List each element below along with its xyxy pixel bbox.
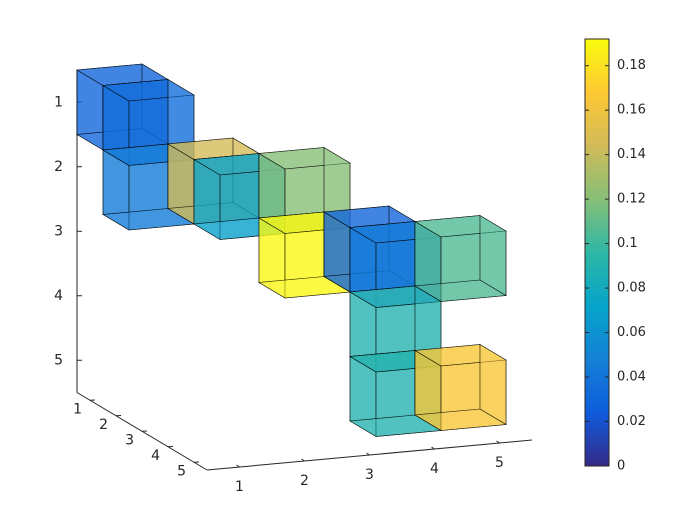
x-tick-label: 3 [365, 467, 374, 483]
y-tick-label: 1 [54, 94, 63, 110]
x-tick-label: 1 [235, 479, 244, 495]
cube [414, 343, 507, 432]
x-tick [366, 452, 370, 456]
y-tick-label: 5 [54, 352, 63, 368]
y-tick-label: 4 [54, 288, 63, 304]
x-tick [496, 440, 500, 444]
colorbar-tick-label: 0.06 [617, 325, 646, 340]
colorbar [584, 38, 610, 467]
colorbar-tick-label: 0.16 [617, 103, 646, 118]
y-tick-label: 3 [54, 223, 63, 239]
colorbar-tick-label: 0.04 [617, 370, 646, 385]
z-tick-label: 4 [151, 448, 160, 464]
z-tick-label: 5 [177, 463, 186, 479]
x-tick [301, 458, 305, 462]
z-tick-label: 1 [73, 401, 82, 417]
colorbar-tick-label: 0 [617, 459, 625, 474]
z-tick-label: 3 [125, 432, 134, 448]
z-tick-label: 2 [99, 417, 108, 433]
colorbar-tick-label: 0.14 [617, 147, 646, 162]
colorbar-tick-label: 0.1 [617, 236, 638, 251]
x-tick-label: 5 [495, 455, 504, 471]
x-tick-label: 2 [300, 473, 309, 489]
x-tick-label: 4 [430, 461, 439, 477]
cube [414, 214, 507, 303]
x-tick [431, 446, 435, 450]
colorbar-tick-label: 0.18 [617, 58, 646, 73]
cube-face [479, 214, 507, 297]
x-tick [236, 464, 240, 468]
colorbar-tick-label: 0.08 [617, 281, 646, 296]
cube-face [479, 343, 507, 426]
colorbar-tick-label: 0.12 [617, 192, 646, 207]
y-tick-label: 2 [54, 159, 63, 175]
colorbar-tick-label: 0.02 [617, 414, 646, 429]
